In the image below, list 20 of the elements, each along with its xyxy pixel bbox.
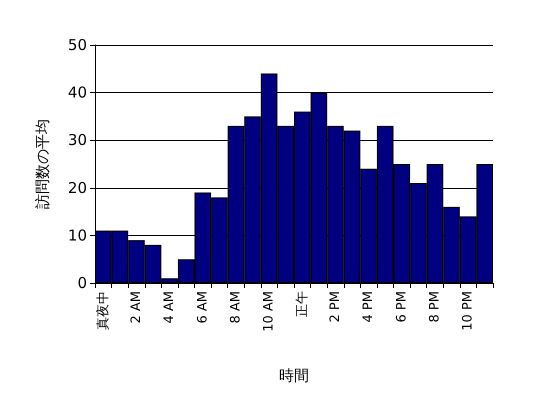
- x-tick-label: 8 PM: [427, 291, 442, 322]
- x-axis-title: 時間: [279, 366, 309, 384]
- x-tick-label: 真夜中: [94, 291, 111, 330]
- x-tick-label: 10 PM: [460, 291, 476, 331]
- x-tick-label: 4 AM: [162, 291, 178, 324]
- x-tick-label: 正午: [294, 291, 310, 317]
- y-axis-title: 訪問数の平均: [34, 119, 52, 209]
- x-tick-label: 8 AM: [228, 291, 244, 324]
- x-tick-label: 10 AM: [262, 291, 277, 332]
- y-tick-label: 50: [68, 36, 87, 54]
- x-tick-label: 2 AM: [128, 291, 144, 324]
- y-tick-label: 30: [68, 131, 87, 150]
- x-tick-label: 6 PM: [394, 291, 410, 322]
- y-tick-label: 40: [68, 84, 87, 102]
- y-tick-label: 10: [68, 226, 87, 244]
- y-tick-label: 0: [77, 274, 87, 292]
- x-tick-label: 2 PM: [328, 291, 343, 322]
- x-tick-label: 4 PM: [361, 291, 376, 322]
- x-tick-label: 6 AM: [195, 291, 210, 324]
- y-tick-label: 20: [68, 178, 87, 197]
